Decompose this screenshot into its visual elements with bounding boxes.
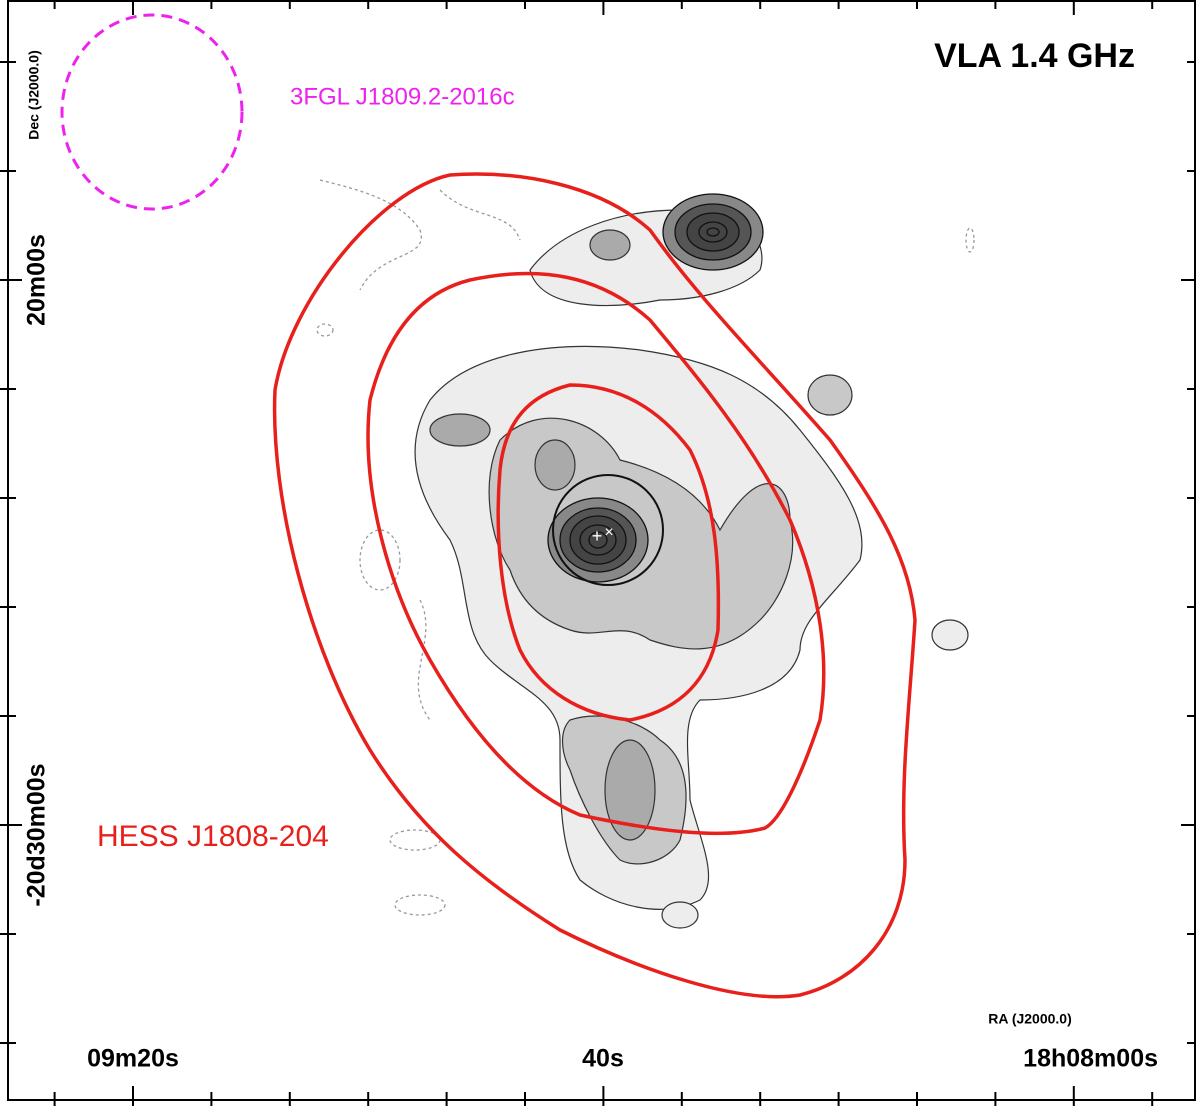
negative-contours: [316, 179, 975, 916]
fermi-label: 3FGL J1809.2-2016c: [290, 83, 515, 110]
x-tick-label: 40s: [582, 1045, 624, 1073]
x-tick-label: 18h08m00s: [1023, 1045, 1158, 1073]
marker: +: [592, 526, 603, 546]
hess-label: HESS J1808-204: [97, 820, 329, 853]
marker: ×: [604, 524, 613, 541]
y-tick-label: -20d30m00s: [23, 763, 51, 906]
y-tick-label: 20m00s: [23, 234, 51, 326]
y-axis-label: Dec (J2000.0): [26, 50, 42, 140]
title: VLA 1.4 GHz: [934, 37, 1135, 75]
hess-contours: [272, 172, 917, 999]
frame: [7, 0, 1196, 1101]
x-axis-label: RA (J2000.0): [988, 1011, 1072, 1027]
fermi-ellipse: [60, 13, 244, 211]
x-tick-label: 09m20s: [87, 1045, 179, 1073]
radio-emission: + ×: [414, 193, 969, 929]
